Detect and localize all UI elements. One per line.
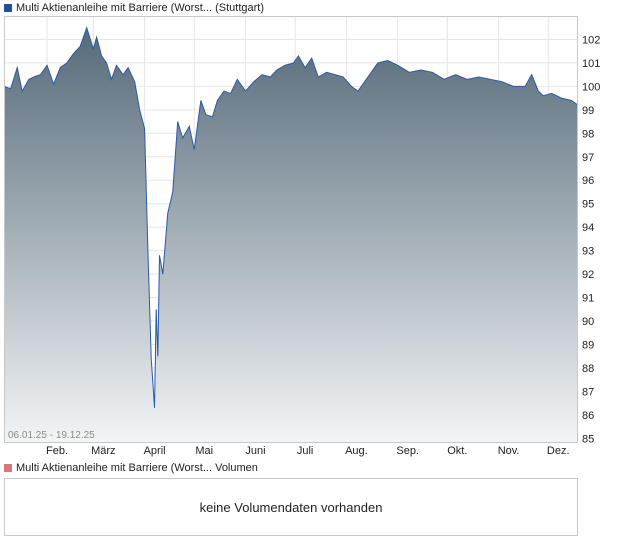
- y-tick-label: 102: [582, 34, 600, 46]
- x-tick-label: März: [91, 445, 115, 457]
- y-tick-label: 87: [582, 386, 594, 398]
- y-tick-label: 90: [582, 316, 594, 328]
- price-legend: Multi Aktienanleihe mit Barriere (Worst.…: [4, 1, 264, 15]
- y-tick-label: 95: [582, 199, 594, 211]
- x-tick-label: Dez.: [547, 445, 570, 457]
- y-tick-label: 91: [582, 293, 594, 305]
- y-tick-label: 86: [582, 410, 594, 422]
- price-area: [4, 27, 578, 443]
- price-line: [3, 26, 579, 408]
- y-tick-label: 89: [582, 339, 594, 351]
- x-tick-label: Okt.: [447, 445, 467, 457]
- y-tick-label: 88: [582, 363, 594, 375]
- price-legend-label: Multi Aktienanleihe mit Barriere (Worst.…: [16, 2, 264, 14]
- x-tick-label: Sep.: [396, 445, 419, 457]
- y-tick-label: 101: [582, 58, 600, 70]
- y-tick-label: 100: [582, 81, 600, 93]
- y-tick-label: 96: [582, 175, 594, 187]
- y-tick-label: 92: [582, 269, 594, 281]
- x-tick-label: April: [144, 445, 166, 457]
- volume-legend-label: Multi Aktienanleihe mit Barriere (Worst.…: [16, 462, 258, 474]
- y-tick-label: 94: [582, 222, 594, 234]
- plot-frame: [4, 16, 578, 443]
- no-volume-message: keine Volumendaten vorhanden: [199, 500, 383, 515]
- y-tick-label: 85: [582, 433, 594, 445]
- y-tick-label: 98: [582, 128, 594, 140]
- x-tick-label: Nov.: [498, 445, 520, 457]
- y-tick-label: 93: [582, 246, 594, 258]
- volume-panel: keine Volumendaten vorhanden: [4, 478, 578, 536]
- x-tick-label: Juni: [245, 445, 265, 457]
- y-tick-label: 97: [582, 152, 594, 164]
- x-tick-label: Mai: [195, 445, 213, 457]
- y-tick-label: 99: [582, 105, 594, 117]
- volume-legend: Multi Aktienanleihe mit Barriere (Worst.…: [4, 461, 258, 475]
- x-tick-label: Feb.: [46, 445, 68, 457]
- volume-legend-swatch: [4, 464, 12, 472]
- price-chart: Feb. März April Mai Juni Juli Aug. Sep. Okt. Nov.…: [3, 16, 600, 457]
- x-tick-label: Aug.: [345, 445, 368, 457]
- price-legend-swatch: [4, 4, 12, 12]
- date-range-label: 06.01.25 - 19.12.25: [8, 430, 95, 441]
- x-tick-label: Juli: [297, 445, 314, 457]
